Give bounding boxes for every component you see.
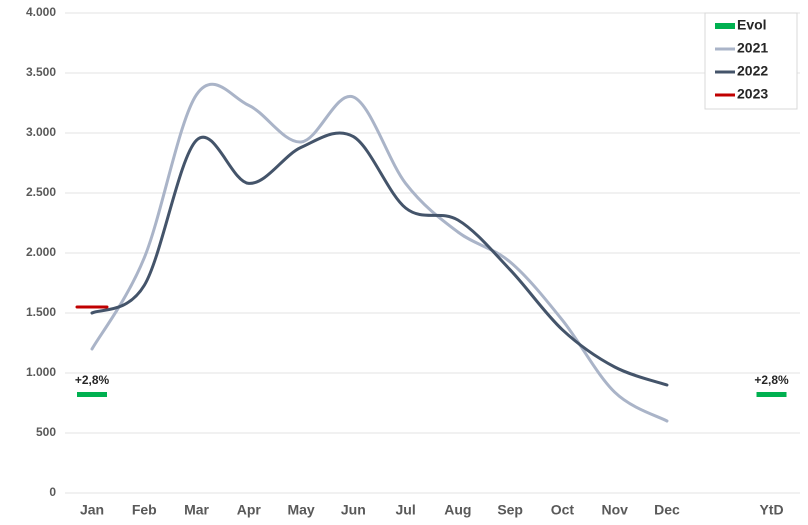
- x-tick-label: Feb: [132, 502, 157, 518]
- evol-label: +2,8%: [754, 373, 789, 387]
- x-tick-label: Mar: [184, 502, 209, 518]
- x-tick-label: Jul: [396, 502, 416, 518]
- legend-label: Evol: [737, 17, 767, 33]
- y-tick-label: 0: [49, 485, 56, 499]
- x-tick-label: Apr: [237, 502, 262, 518]
- x-tick-label: May: [287, 502, 314, 518]
- y-tick-label: 4.000: [26, 5, 56, 19]
- series-line: [90, 82, 669, 423]
- legend-label: 2021: [737, 40, 768, 56]
- x-tick-label: Jan: [80, 502, 104, 518]
- y-tick-label: 3.500: [26, 65, 56, 79]
- legend-label: 2023: [737, 86, 768, 102]
- legend-swatch: [715, 23, 735, 29]
- y-tick-label: 3.000: [26, 125, 56, 139]
- x-tick-label: Aug: [444, 502, 471, 518]
- x-tick-label: YtD: [759, 502, 783, 518]
- y-tick-label: 1.500: [26, 305, 56, 319]
- x-tick-label: Sep: [497, 502, 523, 518]
- x-tick-label: Jun: [341, 502, 366, 518]
- y-tick-label: 500: [36, 425, 56, 439]
- evol-marker: [756, 392, 787, 397]
- y-tick-label: 1.000: [26, 365, 56, 379]
- series-line: [90, 131, 669, 387]
- x-tick-label: Oct: [551, 502, 575, 518]
- x-tick-label: Dec: [654, 502, 680, 518]
- evol-label: +2,8%: [75, 373, 110, 387]
- x-tick-label: Nov: [601, 502, 628, 518]
- legend-label: 2022: [737, 63, 768, 79]
- y-tick-label: 2.500: [26, 185, 56, 199]
- y-tick-label: 2.000: [26, 245, 56, 259]
- evol-marker: [77, 392, 107, 397]
